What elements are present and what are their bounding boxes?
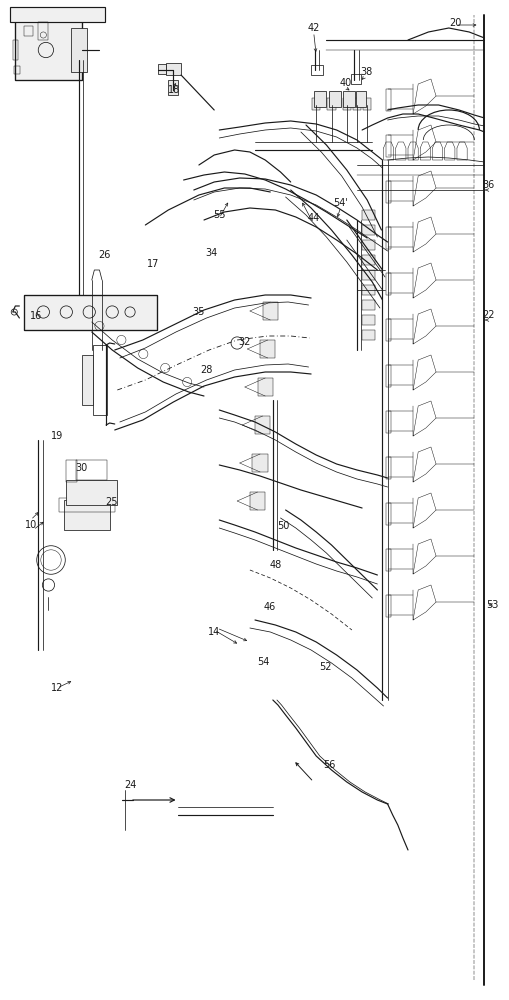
Text: 36: 36	[482, 180, 494, 190]
Text: 16: 16	[30, 311, 42, 321]
Bar	[385, 503, 390, 525]
Bar	[15, 20, 81, 80]
Text: 18: 18	[168, 85, 180, 95]
Text: 24: 24	[124, 780, 136, 790]
Bar	[361, 270, 374, 280]
Text: 56: 56	[322, 760, 334, 770]
Text: 20: 20	[448, 18, 461, 28]
Text: 52: 52	[319, 662, 331, 672]
Text: 54: 54	[257, 657, 269, 667]
Bar	[361, 300, 374, 310]
Text: 30: 30	[75, 463, 88, 473]
Bar	[38, 22, 48, 40]
Bar	[14, 66, 20, 74]
Bar	[385, 595, 390, 617]
Text: 28: 28	[200, 365, 212, 375]
Text: 32: 32	[238, 337, 250, 347]
Bar	[342, 91, 354, 107]
Bar	[385, 273, 390, 295]
Bar	[328, 91, 341, 107]
Text: 34: 34	[205, 248, 217, 258]
Bar	[66, 480, 117, 505]
Bar	[71, 28, 87, 72]
Bar	[168, 80, 178, 95]
Bar	[327, 98, 335, 110]
Bar	[313, 91, 325, 107]
Bar	[13, 40, 18, 60]
Bar	[81, 355, 93, 405]
Bar	[352, 98, 360, 110]
Text: 10: 10	[24, 520, 37, 530]
Bar	[24, 295, 157, 330]
Bar	[254, 416, 270, 434]
Text: 53: 53	[485, 600, 497, 610]
Bar	[64, 500, 109, 530]
Bar	[350, 74, 360, 84]
Bar	[257, 378, 272, 396]
Text: 14: 14	[208, 627, 220, 637]
Bar	[342, 98, 350, 110]
Bar	[361, 315, 374, 325]
Bar	[24, 295, 157, 330]
Bar	[361, 240, 374, 250]
Bar	[260, 340, 275, 358]
Bar	[385, 227, 390, 249]
Bar	[385, 549, 390, 571]
Text: 46: 46	[263, 602, 275, 612]
Bar	[15, 20, 81, 80]
Text: 50: 50	[277, 521, 289, 531]
Bar	[385, 411, 390, 433]
Bar	[355, 91, 365, 107]
Text: 22: 22	[482, 310, 494, 320]
Bar	[158, 64, 165, 74]
Bar	[361, 225, 374, 235]
Bar	[93, 345, 107, 415]
Bar	[385, 365, 390, 387]
Bar	[262, 302, 277, 320]
Bar	[361, 255, 374, 265]
Bar	[361, 210, 374, 220]
Bar	[252, 454, 267, 472]
Bar	[362, 98, 371, 110]
Bar	[249, 492, 265, 510]
Text: 19: 19	[51, 431, 63, 441]
Bar	[385, 181, 390, 203]
Text: 25: 25	[105, 497, 117, 507]
Bar	[10, 7, 104, 22]
Text: 26: 26	[98, 250, 110, 260]
Bar	[385, 89, 390, 111]
Bar	[361, 285, 374, 295]
Bar	[385, 135, 390, 157]
Bar	[165, 63, 181, 75]
Text: 12: 12	[51, 683, 63, 693]
Bar	[361, 330, 374, 340]
Text: 48: 48	[269, 560, 281, 570]
Text: 44: 44	[307, 213, 319, 223]
Text: 40: 40	[339, 78, 351, 88]
Text: 38: 38	[359, 67, 372, 77]
Bar	[24, 26, 33, 36]
Text: 17: 17	[147, 259, 159, 269]
Bar	[310, 65, 323, 75]
Text: 35: 35	[192, 307, 205, 317]
Bar	[76, 460, 107, 480]
Bar	[385, 319, 390, 341]
Text: 42: 42	[307, 23, 319, 33]
Bar	[66, 460, 76, 482]
Text: 54': 54'	[332, 198, 348, 208]
Bar	[385, 457, 390, 479]
Bar	[312, 98, 320, 110]
Text: 55: 55	[213, 210, 225, 220]
Bar	[59, 498, 115, 512]
